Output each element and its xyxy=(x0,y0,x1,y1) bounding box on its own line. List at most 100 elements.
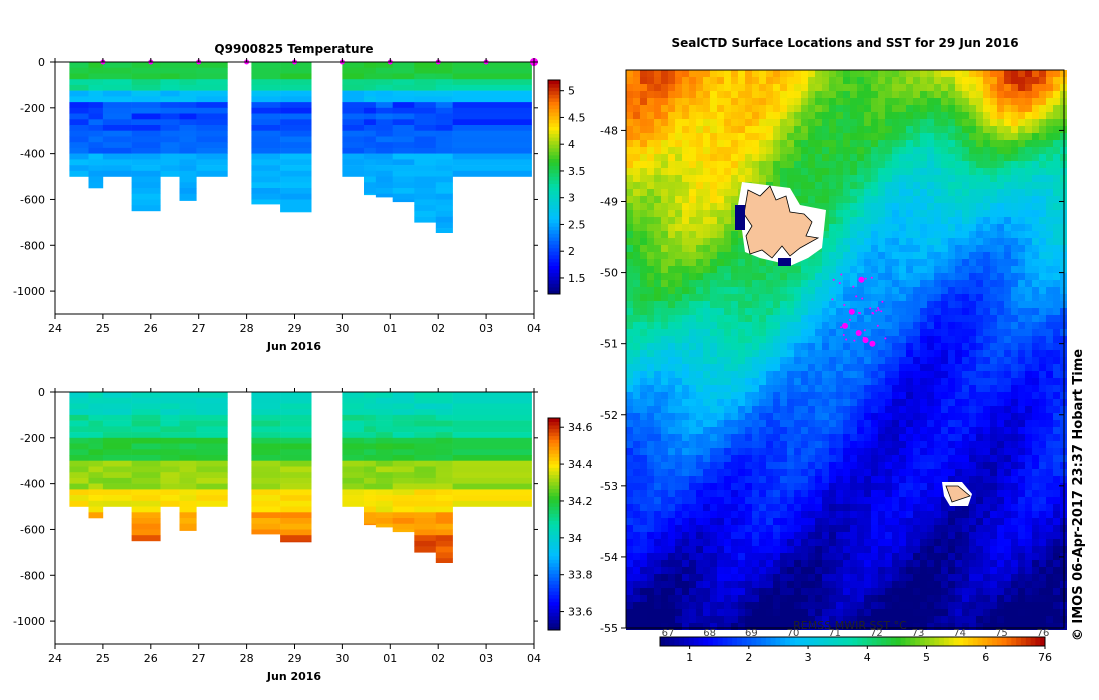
sst-cell xyxy=(920,161,927,168)
sst-cell xyxy=(759,378,766,385)
sst-cell xyxy=(703,273,710,280)
sst-cell xyxy=(1032,434,1039,441)
sst-cell xyxy=(682,245,689,252)
sst-cell xyxy=(822,154,829,161)
sst-cell xyxy=(885,357,892,364)
sst-cell xyxy=(647,280,654,287)
x-tick-label: 26 xyxy=(144,322,158,335)
sst-cell xyxy=(864,112,871,119)
sst-cell xyxy=(976,490,983,497)
sst-cell xyxy=(857,476,864,483)
sst-cell xyxy=(962,133,969,140)
profile-cell xyxy=(435,62,453,68)
sst-cell xyxy=(724,434,731,441)
sst-cell xyxy=(808,308,815,315)
sst-cell xyxy=(703,448,710,455)
sst-cell xyxy=(885,378,892,385)
sst-cell xyxy=(626,483,633,490)
sst-cell xyxy=(654,336,661,343)
sst-cell xyxy=(920,322,927,329)
sst-cell xyxy=(1025,315,1032,322)
colorbar-segment xyxy=(548,172,560,177)
sst-cell xyxy=(836,70,843,77)
sst-cell xyxy=(920,77,927,84)
x-tick-label: 02 xyxy=(431,652,445,665)
sst-cell xyxy=(857,413,864,420)
sst-cell xyxy=(1025,126,1032,133)
sst-cell xyxy=(976,231,983,238)
sst-cell xyxy=(997,336,1004,343)
sst-cell xyxy=(850,322,857,329)
sst-cell xyxy=(962,231,969,238)
sst-cell xyxy=(983,497,990,504)
sst-cell xyxy=(724,469,731,476)
sst-cell xyxy=(962,308,969,315)
sst-cell xyxy=(864,483,871,490)
sst-cell xyxy=(976,273,983,280)
sst-cell xyxy=(934,350,941,357)
sst-cell xyxy=(1025,133,1032,140)
sst-cell xyxy=(759,105,766,112)
sst-cell xyxy=(983,490,990,497)
sst-cell xyxy=(766,469,773,476)
sst-cell xyxy=(969,231,976,238)
profile-cell xyxy=(160,102,180,109)
sst-cell xyxy=(885,84,892,91)
sst-cell xyxy=(773,497,780,504)
sst-cell xyxy=(1039,336,1046,343)
sst-cell xyxy=(948,182,955,189)
sst-cell xyxy=(1011,371,1018,378)
sst-cell xyxy=(640,175,647,182)
sst-cell xyxy=(843,392,850,399)
sst-cell xyxy=(1018,133,1025,140)
sst-cell xyxy=(948,392,955,399)
sst-cell xyxy=(934,371,941,378)
sst-cell xyxy=(745,70,752,77)
sst-cell xyxy=(696,77,703,84)
sst-cell xyxy=(731,322,738,329)
sst-cell xyxy=(878,119,885,126)
sst-cell xyxy=(773,259,780,266)
sst-cell xyxy=(822,231,829,238)
sst-cell xyxy=(724,504,731,511)
sst-cell xyxy=(857,420,864,427)
sst-cell xyxy=(647,322,654,329)
sst-cell xyxy=(955,161,962,168)
profile-cell xyxy=(131,523,161,530)
sst-cell xyxy=(1032,154,1039,161)
sst-cell xyxy=(864,287,871,294)
sst-cell xyxy=(787,343,794,350)
sst-cell xyxy=(703,350,710,357)
colorbar-segment xyxy=(548,545,560,550)
sst-cell xyxy=(1018,322,1025,329)
profile-cell xyxy=(102,460,132,467)
sst-cell xyxy=(1004,105,1011,112)
sst-cell xyxy=(696,154,703,161)
sst-cell xyxy=(969,371,976,378)
profile-column xyxy=(102,392,132,507)
sst-cell xyxy=(843,455,850,462)
sst-cell xyxy=(927,203,934,210)
sst-cell xyxy=(773,294,780,301)
colorbar-segment xyxy=(548,105,560,110)
sst-cell xyxy=(913,385,920,392)
sst-cell xyxy=(836,497,843,504)
sst-cell xyxy=(1032,413,1039,420)
sst-cell xyxy=(962,315,969,322)
sst-cell xyxy=(962,119,969,126)
sst-cell xyxy=(941,105,948,112)
sst-cell xyxy=(969,70,976,77)
sst-cell xyxy=(990,490,997,497)
sst-cell xyxy=(976,385,983,392)
profile-cell xyxy=(364,90,377,97)
sst-cell xyxy=(850,413,857,420)
sst-cell xyxy=(787,308,794,315)
sst-cell xyxy=(976,98,983,105)
sst-cell xyxy=(1039,210,1046,217)
sst-cell xyxy=(1011,441,1018,448)
sst-cell xyxy=(934,168,941,175)
sst-cell xyxy=(927,252,934,259)
profile-cell xyxy=(392,472,415,479)
sst-cell xyxy=(829,476,836,483)
sst-cell xyxy=(878,259,885,266)
